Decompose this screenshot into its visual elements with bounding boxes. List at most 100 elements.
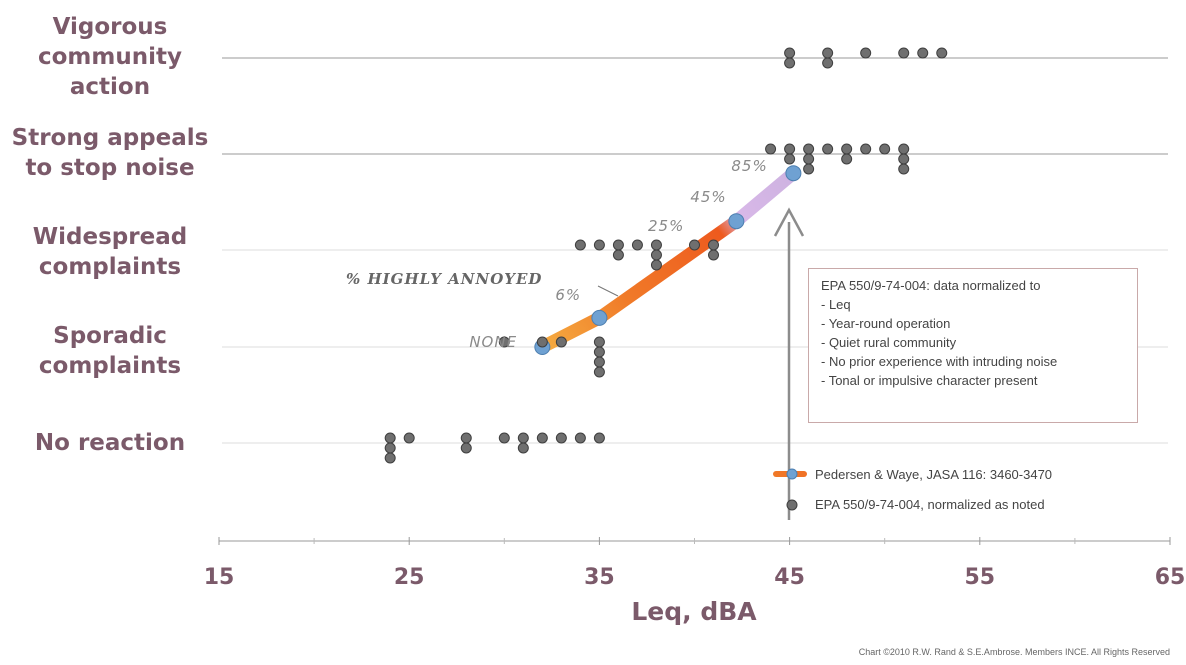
curve-point [728, 213, 745, 230]
data-point [650, 239, 662, 251]
data-point [803, 163, 815, 175]
x-axis [218, 537, 1171, 545]
data-point [536, 432, 548, 444]
y-label-line: No reaction [34, 430, 186, 456]
x-tick-label-45: 45 [774, 565, 805, 590]
data-point [650, 249, 662, 261]
data-point [574, 239, 586, 251]
y-label-line: Strong appeals [11, 125, 209, 151]
x-tick-label-35: 35 [584, 565, 615, 590]
data-point [784, 47, 796, 59]
data-point [784, 143, 796, 155]
percent-label: 85% [731, 157, 767, 175]
data-point [517, 442, 529, 454]
data-point [898, 153, 910, 165]
arrow-head [773, 207, 805, 237]
data-point [841, 143, 853, 155]
x-tick-label-15: 15 [204, 565, 235, 590]
pedersen-waye-curve [534, 165, 802, 355]
x-axis-title: Leq, dBA [631, 597, 757, 626]
data-point [822, 47, 834, 59]
normalization-notes-box: EPA 550/9-74-004: data normalized to - L… [808, 268, 1138, 423]
data-point [860, 47, 872, 59]
notes-item-year-round: - Year-round operation [821, 316, 951, 331]
y-label-line: to stop noise [25, 155, 195, 181]
data-point [612, 239, 624, 251]
data-point [708, 239, 720, 251]
data-point [593, 356, 605, 368]
data-point [574, 432, 586, 444]
data-point [898, 143, 910, 155]
legend-entry-epa: EPA 550/9-74-004, normalized as noted [815, 497, 1045, 512]
y-label-line: community [38, 44, 182, 70]
data-point [536, 336, 548, 348]
data-point [765, 143, 777, 155]
data-point [841, 153, 853, 165]
data-point [384, 442, 396, 454]
annotation-leader [597, 285, 619, 297]
notes-title: EPA 550/9-74-004: data normalized to [821, 278, 1041, 293]
curve-point [785, 165, 802, 182]
y-label-4: Vigorous community action [0, 12, 220, 102]
data-point [593, 366, 605, 378]
data-point [593, 239, 605, 251]
data-point [650, 259, 662, 271]
data-point [460, 432, 472, 444]
x-tick-labels: 15 25 35 45 55 65 [204, 565, 1186, 590]
data-point [822, 57, 834, 69]
data-point [593, 346, 605, 358]
annotation-highly-annoyed: % HIGHLY ANNOYED [346, 270, 542, 288]
data-point [555, 336, 567, 348]
percent-label: 6% [555, 286, 581, 304]
data-point [936, 47, 948, 59]
legend-curve-point [786, 468, 798, 480]
data-point [917, 47, 929, 59]
data-point [498, 432, 510, 444]
notes-item-no-prior: - No prior experience with intruding noi… [821, 354, 1058, 369]
data-point [803, 153, 815, 165]
y-label-line: action [69, 74, 151, 100]
data-point [689, 239, 700, 251]
notes-item-tonal: - Tonal or impulsive character present [821, 373, 1038, 388]
data-point [384, 432, 396, 444]
y-label-line: complaints [38, 353, 182, 379]
notes-item-leq: - Leq [821, 297, 851, 312]
legend-dot [786, 499, 798, 511]
data-point [708, 249, 720, 261]
data-point [593, 336, 605, 348]
data-point [860, 143, 872, 155]
percent-label: 45% [690, 188, 726, 206]
y-label-2: Widespread complaints [0, 222, 220, 282]
legend-marks [773, 468, 807, 511]
y-label-line: Sporadic [53, 323, 167, 349]
x-tick-label-65: 65 [1155, 565, 1186, 590]
data-point [784, 57, 796, 69]
data-point [631, 239, 643, 251]
annotation-25-percent: 25% [648, 217, 684, 235]
curve-point [591, 309, 608, 326]
copyright-credit: Chart ©2010 R.W. Rand & S.E.Ambrose. Mem… [858, 647, 1170, 657]
y-label-3: Strong appeals to stop noise [0, 123, 220, 183]
data-point [498, 336, 510, 348]
data-point [898, 47, 910, 59]
x-tick-label-25: 25 [394, 565, 425, 590]
x-tick-label-55: 55 [964, 565, 995, 590]
y-label-0: No reaction [0, 428, 220, 458]
y-label-1: Sporadic complaints [0, 321, 220, 381]
y-label-line: Vigorous [52, 14, 168, 40]
percent-label: NONE [469, 333, 517, 351]
y-label-line: complaints [38, 254, 182, 280]
percent-labels: NONE 6% 45% 85% [469, 157, 767, 351]
data-point [898, 163, 910, 175]
data-point [593, 432, 605, 444]
data-point [555, 432, 567, 444]
data-point [879, 143, 891, 155]
data-point [384, 452, 396, 464]
data-point [784, 153, 796, 165]
data-point [460, 442, 472, 454]
data-point [612, 249, 624, 261]
notes-item-quiet-rural: - Quiet rural community [821, 335, 957, 350]
data-point [822, 143, 834, 155]
data-point [517, 432, 529, 444]
